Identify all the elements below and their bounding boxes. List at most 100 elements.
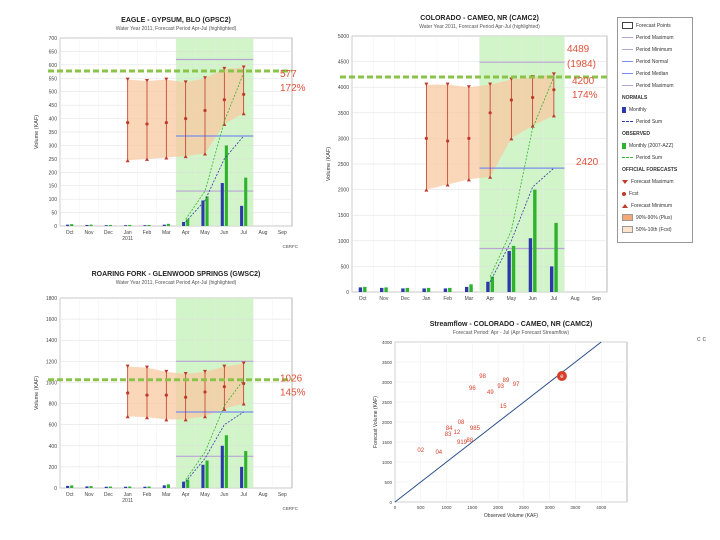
legend-symbol-tri-up [622,179,628,184]
x-tick-label: 500 [417,505,425,510]
bar-observed-monthly [224,145,228,226]
bar-normal-monthly [401,288,405,292]
y-tick-label: 650 [49,49,58,55]
legend-item: Period Maximum [622,34,690,42]
forecast-max-marker [125,364,130,369]
forecast-mid-marker [242,381,246,386]
bar-normal-monthly [104,486,108,488]
bar-observed-monthly [108,224,112,226]
highlight-point-marker [556,371,567,381]
annotation-median: 2420 [576,157,599,168]
bar-observed-monthly [405,287,410,292]
x-tick-label: Dec [104,230,113,236]
x-tick-label: Jul [551,296,557,302]
scatter-point-label: 83 [445,432,452,438]
bar-observed-monthly [108,486,112,488]
forecast-min-marker [530,124,535,128]
forecast-mid-marker [509,98,513,102]
legend-label: Period Sum [636,155,663,161]
chart-title: Streamflow - COLORADO - CAMEO, NR (CAMC2… [430,321,593,328]
bar-normal-monthly [486,281,490,292]
legend-item: Forecast Minimum [622,202,690,210]
legend-item: Period Normal [622,58,690,66]
bar-normal-monthly [201,464,205,488]
x-tick-label: Aug [571,296,580,302]
forecast-min-marker [488,175,493,179]
forecast-mid-marker [126,391,130,395]
legend-label: OFFICIAL FORECASTS [622,167,678,173]
x-tick-label: Apr [486,296,494,302]
forecast-mid-marker [242,92,246,96]
scatter-point-label: 08 [458,420,465,426]
forecast-mid-marker [203,390,207,394]
forecast-max-marker [488,82,493,87]
y-tick-label: 50 [51,211,57,217]
y-tick-label: 1000 [382,460,393,465]
bar-normal-monthly [528,238,533,292]
y-axis-label: Volume (KAF) [326,147,332,181]
forecast-max-marker [551,72,556,76]
forecast-max-marker [222,364,227,369]
forecast-min-marker [241,402,246,406]
bar-normal-monthly [201,200,205,226]
cameo-chart-svg: COLORADO - CAMEO, NR (CAMC2) Water Year 2… [326,15,608,302]
y-tick-label: 4000 [338,85,349,91]
bar-observed-monthly [89,224,93,226]
y-tick-label: 700 [49,36,58,42]
forecast-mid-marker [164,393,168,397]
legend-label: Period Maximum [636,83,674,89]
y-tick-label: 600 [49,63,58,69]
forecast-mid-marker [424,136,428,140]
chart-subtitle: Water Year 2011, Forecast Period Apr-Jul… [116,26,237,32]
x-tick-label: 2011 [122,498,133,504]
legend-item: Period Sum [622,154,690,162]
y-tick-label: 1200 [46,359,57,365]
x-tick-label: 2011 [122,236,133,242]
forecast-max-marker [445,82,450,87]
x-tick-label: Feb [143,492,152,498]
legend-label: OBSERVED [622,131,650,137]
bar-normal-monthly [443,288,448,292]
bar-observed-monthly [186,479,190,488]
scatter-point-label: 84 [446,426,453,432]
forecast-mid-marker [222,98,226,102]
legend-label: Period Maximum [636,35,674,41]
y-axis-label: Volume (KAF) [34,115,40,149]
forecast-max-marker [145,365,149,370]
y-tick-label: 200 [49,170,58,176]
legend-label: Forecast Minimum [631,203,673,209]
forecast-max-marker [145,78,149,83]
scatter-point-label: 93 [497,384,504,390]
y-tick-label: 300 [49,143,58,149]
bar-normal-monthly [104,225,108,226]
chart-title: ROARING FORK - GLENWOOD SPRINGS (GWSC2) [92,271,261,278]
annotation-volume: 4200 [572,76,595,87]
bar-observed-monthly [166,484,170,488]
legend-item: Fcst [622,190,690,198]
x-tick-label: 1000 [442,505,453,510]
y-tick-label: 450 [49,103,58,109]
bar-normal-monthly [358,287,363,292]
forecast-min-marker [145,157,149,161]
legend-label: Monthly [629,107,647,113]
forecast-mid-marker [552,88,556,92]
annotation-percent: 174% [572,90,598,101]
x-tick-label: 2500 [519,505,530,510]
y-axis-label: Volume (KAF) [34,376,40,410]
bar-normal-monthly [66,224,70,226]
y-tick-label: 1500 [338,213,349,219]
forecast-max-marker [466,85,471,89]
y-tick-label: 100 [49,197,58,203]
bar-observed-monthly [244,451,248,488]
forecast-min-marker [145,415,149,420]
legend-label: Forecast Maximum [631,179,674,185]
legend-symbol-line-green [622,157,633,159]
y-tick-label: 0 [54,486,57,492]
y-tick-label: 0 [346,290,349,296]
scatter-point-label: 02 [417,448,424,454]
y-tick-label: 600 [49,423,58,429]
x-tick-label: Oct [66,492,74,498]
legend-item: Monthly (2007-AZZ) [622,142,690,150]
scatter-point-label: 88 [466,438,473,444]
x-tick-label: Dec [401,296,410,302]
